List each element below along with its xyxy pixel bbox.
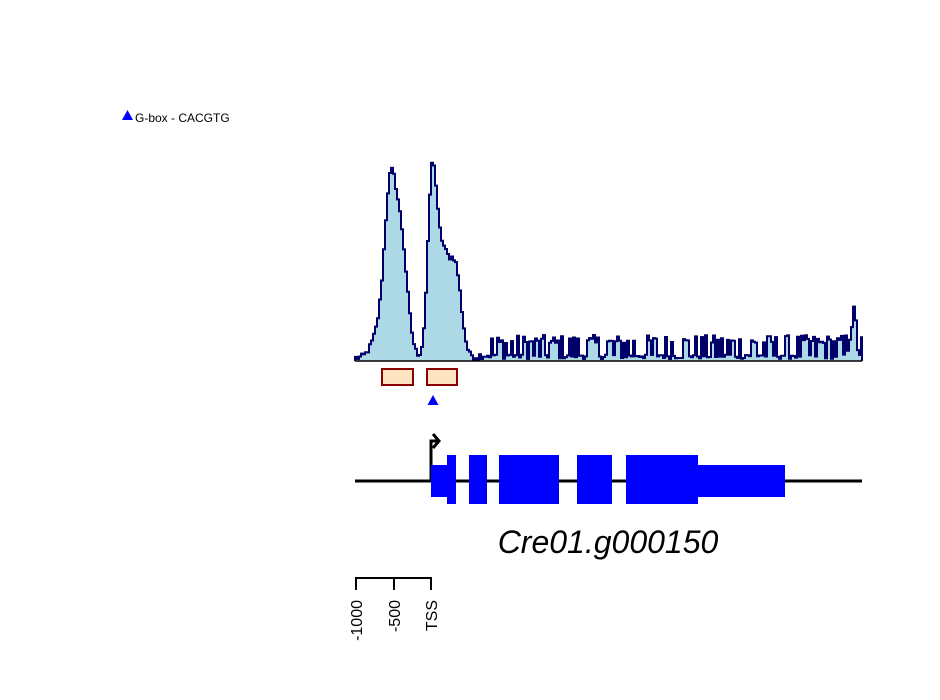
gene-name-label: Cre01.g000150 — [498, 524, 719, 560]
distance-axis: -1000 -500 TSS — [349, 577, 441, 641]
axis-tick-label: -500 — [387, 600, 404, 632]
exon — [698, 465, 785, 497]
exon — [577, 455, 612, 504]
gbox-motif-triangle-icon — [427, 395, 439, 405]
signal-track — [354, 161, 863, 362]
peak-region — [426, 368, 458, 386]
gbox-legend-triangle-icon — [122, 110, 133, 120]
signal-line — [354, 162, 863, 362]
peak-region — [381, 368, 414, 386]
axis-tick-label: -1000 — [349, 600, 366, 641]
exon — [626, 455, 698, 504]
exon — [469, 455, 487, 504]
exon — [499, 455, 559, 504]
legend-label: G-box - CACGTG — [135, 111, 230, 125]
peak-regions — [381, 368, 458, 386]
axis-tick-label: TSS — [424, 600, 441, 631]
gene-model — [355, 433, 862, 504]
legend: G-box - CACGTG — [122, 110, 230, 125]
exon — [447, 455, 456, 504]
exon — [431, 465, 447, 497]
